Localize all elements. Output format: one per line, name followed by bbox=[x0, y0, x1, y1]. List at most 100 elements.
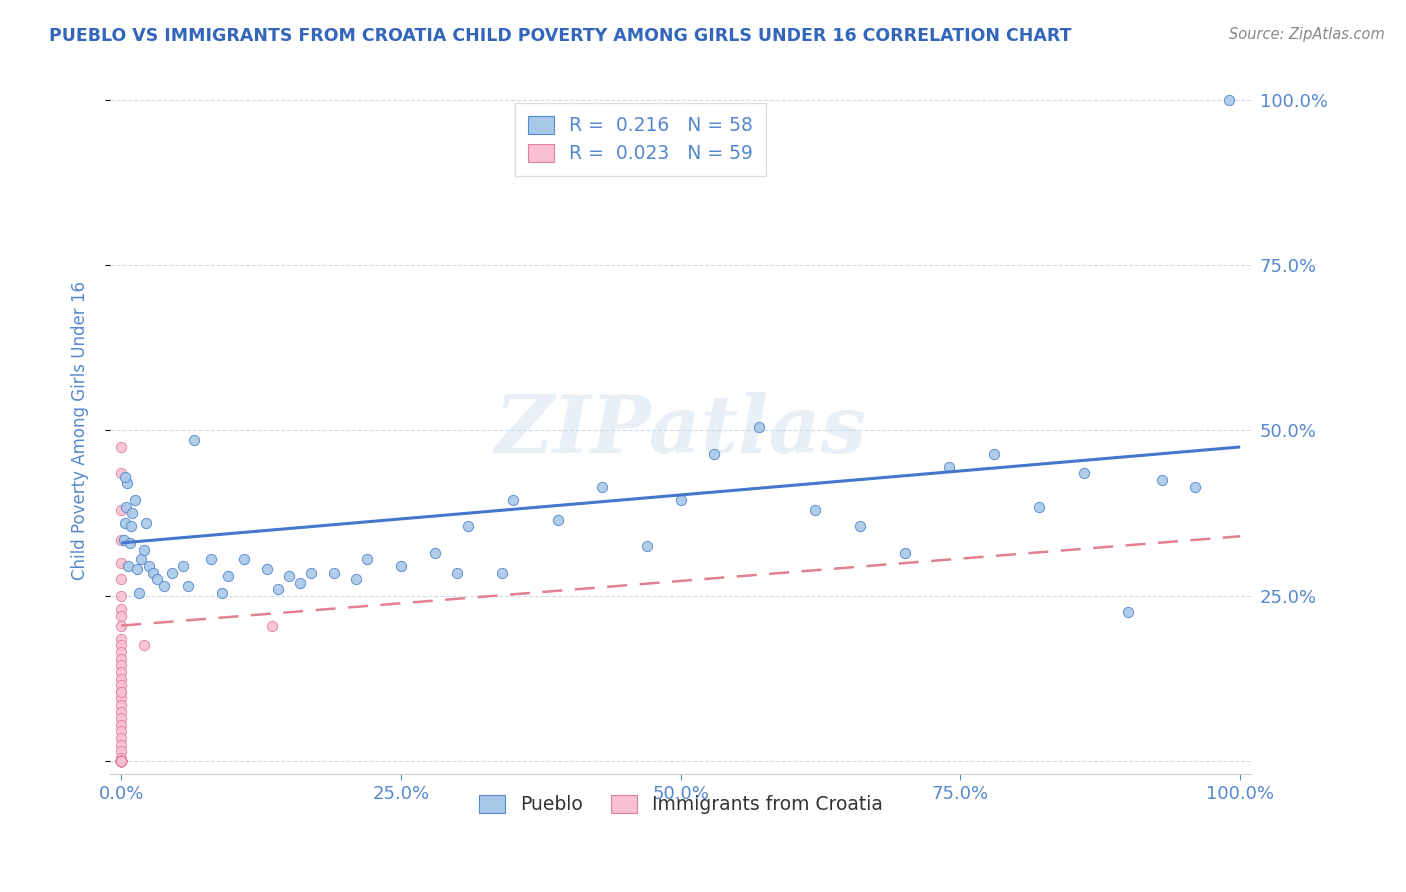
Point bbox=[110, 632, 132, 646]
Point bbox=[110, 724, 132, 739]
Point bbox=[142, 566, 165, 580]
Point bbox=[256, 562, 278, 576]
Y-axis label: Child Poverty Among Girls Under 16: Child Poverty Among Girls Under 16 bbox=[72, 281, 89, 580]
Point bbox=[110, 738, 132, 752]
Point bbox=[110, 754, 132, 768]
Point bbox=[669, 492, 692, 507]
Point bbox=[893, 546, 915, 560]
Point bbox=[132, 639, 155, 653]
Point bbox=[457, 519, 479, 533]
Point bbox=[502, 492, 524, 507]
Point bbox=[160, 566, 183, 580]
Point bbox=[1073, 467, 1095, 481]
Point bbox=[112, 533, 135, 547]
Point bbox=[1218, 93, 1240, 107]
Point bbox=[110, 685, 132, 699]
Point bbox=[152, 579, 174, 593]
Point bbox=[110, 754, 132, 768]
Point bbox=[110, 754, 132, 768]
Point bbox=[114, 500, 136, 514]
Point bbox=[636, 539, 658, 553]
Point bbox=[1150, 473, 1173, 487]
Point bbox=[110, 754, 132, 768]
Point bbox=[110, 754, 132, 768]
Point bbox=[110, 744, 132, 758]
Point bbox=[124, 492, 146, 507]
Point bbox=[177, 579, 200, 593]
Point bbox=[110, 754, 132, 768]
Point bbox=[110, 754, 132, 768]
Point bbox=[110, 754, 132, 768]
Point bbox=[547, 513, 569, 527]
Point bbox=[146, 572, 169, 586]
Legend: Pueblo, Immigrants from Croatia: Pueblo, Immigrants from Croatia bbox=[470, 786, 893, 823]
Point bbox=[110, 754, 132, 768]
Point bbox=[110, 754, 132, 768]
Point bbox=[1184, 480, 1206, 494]
Point bbox=[120, 536, 142, 550]
Point bbox=[138, 559, 160, 574]
Point bbox=[301, 566, 323, 580]
Point bbox=[110, 754, 132, 768]
Point bbox=[110, 754, 132, 768]
Point bbox=[110, 608, 132, 623]
Point bbox=[110, 754, 132, 768]
Point bbox=[110, 754, 132, 768]
Point bbox=[110, 754, 132, 768]
Point bbox=[135, 516, 157, 530]
Text: ZIPatlas: ZIPatlas bbox=[495, 392, 866, 469]
Point bbox=[110, 665, 132, 679]
Point bbox=[110, 754, 132, 768]
Point bbox=[110, 691, 132, 706]
Point bbox=[110, 754, 132, 768]
Point bbox=[110, 754, 132, 768]
Point bbox=[110, 556, 132, 570]
Point bbox=[322, 566, 344, 580]
Point bbox=[110, 718, 132, 732]
Point bbox=[423, 546, 446, 560]
Point bbox=[278, 569, 301, 583]
Point bbox=[748, 420, 770, 434]
Point bbox=[110, 754, 132, 768]
Point bbox=[110, 440, 132, 454]
Point bbox=[110, 618, 132, 632]
Point bbox=[115, 476, 138, 491]
Point bbox=[110, 754, 132, 768]
Point bbox=[262, 618, 284, 632]
Point bbox=[110, 572, 132, 586]
Point bbox=[132, 542, 155, 557]
Point bbox=[200, 552, 222, 566]
Point bbox=[117, 559, 139, 574]
Point bbox=[131, 552, 153, 566]
Point bbox=[110, 467, 132, 481]
Point bbox=[703, 446, 725, 460]
Point bbox=[211, 585, 233, 599]
Point bbox=[233, 552, 256, 566]
Point bbox=[114, 516, 136, 530]
Point bbox=[217, 569, 239, 583]
Point bbox=[110, 589, 132, 603]
Point bbox=[110, 731, 132, 745]
Point bbox=[110, 658, 132, 673]
Point bbox=[446, 566, 468, 580]
Point bbox=[183, 434, 205, 448]
Point bbox=[110, 672, 132, 686]
Point bbox=[290, 575, 312, 590]
Point bbox=[110, 751, 132, 765]
Text: PUEBLO VS IMMIGRANTS FROM CROATIA CHILD POVERTY AMONG GIRLS UNDER 16 CORRELATION: PUEBLO VS IMMIGRANTS FROM CROATIA CHILD … bbox=[49, 27, 1071, 45]
Point bbox=[344, 572, 367, 586]
Point bbox=[848, 519, 870, 533]
Point bbox=[267, 582, 290, 597]
Point bbox=[110, 754, 132, 768]
Point bbox=[110, 711, 132, 725]
Point bbox=[172, 559, 194, 574]
Point bbox=[125, 562, 148, 576]
Point bbox=[110, 503, 132, 517]
Point bbox=[1116, 606, 1139, 620]
Point bbox=[110, 754, 132, 768]
Point bbox=[110, 639, 132, 653]
Point bbox=[1028, 500, 1050, 514]
Point bbox=[110, 678, 132, 692]
Point bbox=[110, 754, 132, 768]
Point bbox=[389, 559, 412, 574]
